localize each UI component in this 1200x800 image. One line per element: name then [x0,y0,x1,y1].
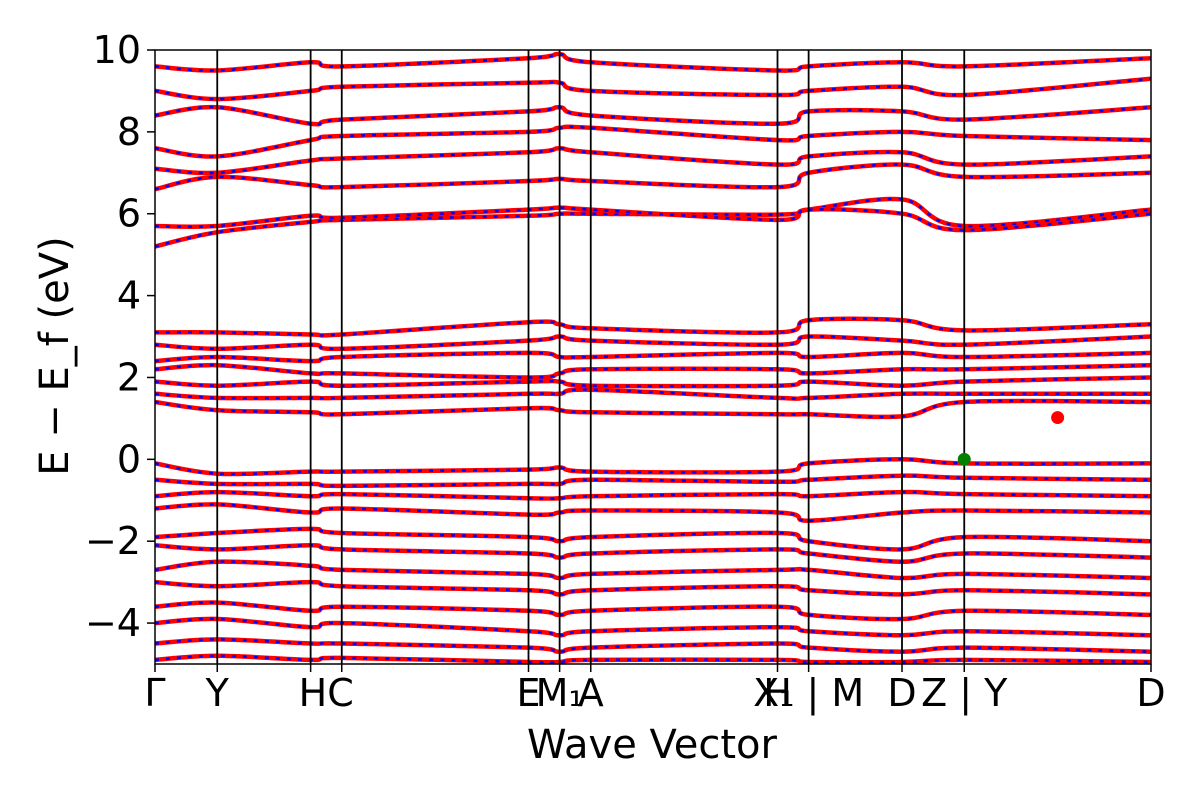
y-tick-label: 10 [93,28,141,72]
band-22-spin-up [155,579,1151,597]
band-2-spin-up [155,162,1151,192]
x-tick-label: Z | Y [921,671,1008,716]
x-axis-label: Wave Vector [527,722,778,768]
band-24-spin-up [155,616,1151,638]
band-6-spin-down [155,77,1151,101]
band-6-spin-up [155,76,1151,102]
cbm-marker [1051,411,1065,425]
x-tick-label: H [763,671,792,715]
band-4-spin-up [155,124,1151,159]
band-10-spin-up [155,375,1151,389]
y-tick-label: 0 [117,437,141,481]
x-tick-label: Y [205,671,230,715]
band-3-spin-up [155,145,1151,176]
x-tick-label: HC [299,671,354,715]
plot-frame [154,49,1152,665]
band-14-spin-up [155,316,1151,338]
x-tick-label: D [1136,671,1165,715]
y-tick-label: −2 [85,519,141,563]
band-25-spin-up [155,637,1151,654]
band-23-spin-up [155,600,1151,622]
x-tick-label: M₁ [536,671,584,715]
band-15-spin-up [155,457,1151,477]
y-tick-label: 2 [117,355,141,399]
vbm-marker [957,452,971,466]
band-18-spin-up [155,502,1151,523]
y-axis-label: E − E_f (eV) [32,236,78,475]
y-axis-ticks: −4 −2 0 2 4 6 8 10 [85,28,155,645]
markers-group [957,411,1065,466]
band-20-spin-up [155,543,1151,564]
band-13-spin-up [155,334,1151,352]
band-1-spin-up [155,205,1151,233]
y-tick-label: 8 [117,110,141,154]
band-11-spin-up [155,362,1151,380]
x-tick-label: A [578,671,604,715]
kpoint-lines [216,50,966,664]
band-7-spin-up [155,51,1151,73]
x-tick-label: Γ [144,671,165,715]
x-tick-label: E [516,671,540,715]
x-tick-label: D [887,671,916,715]
x-tick-label: X₁ | M [753,671,864,716]
y-tick-label: 6 [117,192,141,236]
band-8-spin-up [155,398,1151,420]
band-0-spin-up [155,196,1151,249]
y-tick-label: 4 [117,274,141,318]
y-tick-label: −4 [85,601,141,645]
band-5-spin-up [155,104,1151,127]
bands-group [155,51,1151,664]
